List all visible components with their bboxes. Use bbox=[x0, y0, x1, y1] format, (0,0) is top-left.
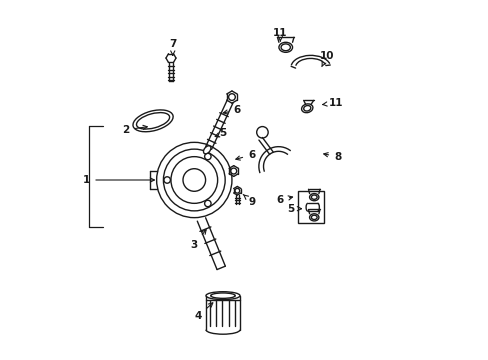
Circle shape bbox=[234, 188, 239, 193]
Circle shape bbox=[228, 94, 235, 100]
Circle shape bbox=[230, 168, 236, 174]
Text: 5: 5 bbox=[215, 129, 226, 138]
Circle shape bbox=[163, 149, 224, 211]
Ellipse shape bbox=[133, 110, 173, 132]
Text: 9: 9 bbox=[243, 194, 255, 207]
Circle shape bbox=[256, 127, 267, 138]
Text: 11: 11 bbox=[273, 28, 287, 41]
Text: 7: 7 bbox=[169, 39, 176, 55]
Ellipse shape bbox=[309, 214, 318, 221]
Ellipse shape bbox=[210, 293, 235, 298]
Circle shape bbox=[171, 157, 217, 203]
Circle shape bbox=[156, 142, 231, 218]
Text: 8: 8 bbox=[323, 152, 341, 162]
Ellipse shape bbox=[311, 195, 317, 199]
Circle shape bbox=[204, 153, 211, 160]
Text: 3: 3 bbox=[190, 230, 206, 249]
Ellipse shape bbox=[278, 42, 292, 52]
Ellipse shape bbox=[203, 146, 210, 154]
Text: 6: 6 bbox=[235, 150, 255, 160]
Ellipse shape bbox=[281, 44, 290, 51]
Text: 5: 5 bbox=[287, 204, 301, 214]
Ellipse shape bbox=[309, 194, 318, 201]
Text: 1: 1 bbox=[83, 175, 154, 185]
Text: 10: 10 bbox=[319, 51, 333, 67]
Text: 6: 6 bbox=[223, 105, 241, 115]
Ellipse shape bbox=[311, 215, 317, 220]
Text: 4: 4 bbox=[194, 303, 212, 321]
Circle shape bbox=[204, 200, 211, 207]
Ellipse shape bbox=[303, 105, 310, 111]
Text: 11: 11 bbox=[322, 98, 343, 108]
Text: 6: 6 bbox=[276, 195, 292, 205]
Ellipse shape bbox=[136, 113, 169, 129]
Circle shape bbox=[163, 177, 170, 183]
Ellipse shape bbox=[301, 104, 312, 113]
Ellipse shape bbox=[205, 292, 240, 300]
Text: 2: 2 bbox=[122, 125, 147, 135]
Bar bbox=[297, 192, 324, 223]
Circle shape bbox=[183, 169, 205, 191]
